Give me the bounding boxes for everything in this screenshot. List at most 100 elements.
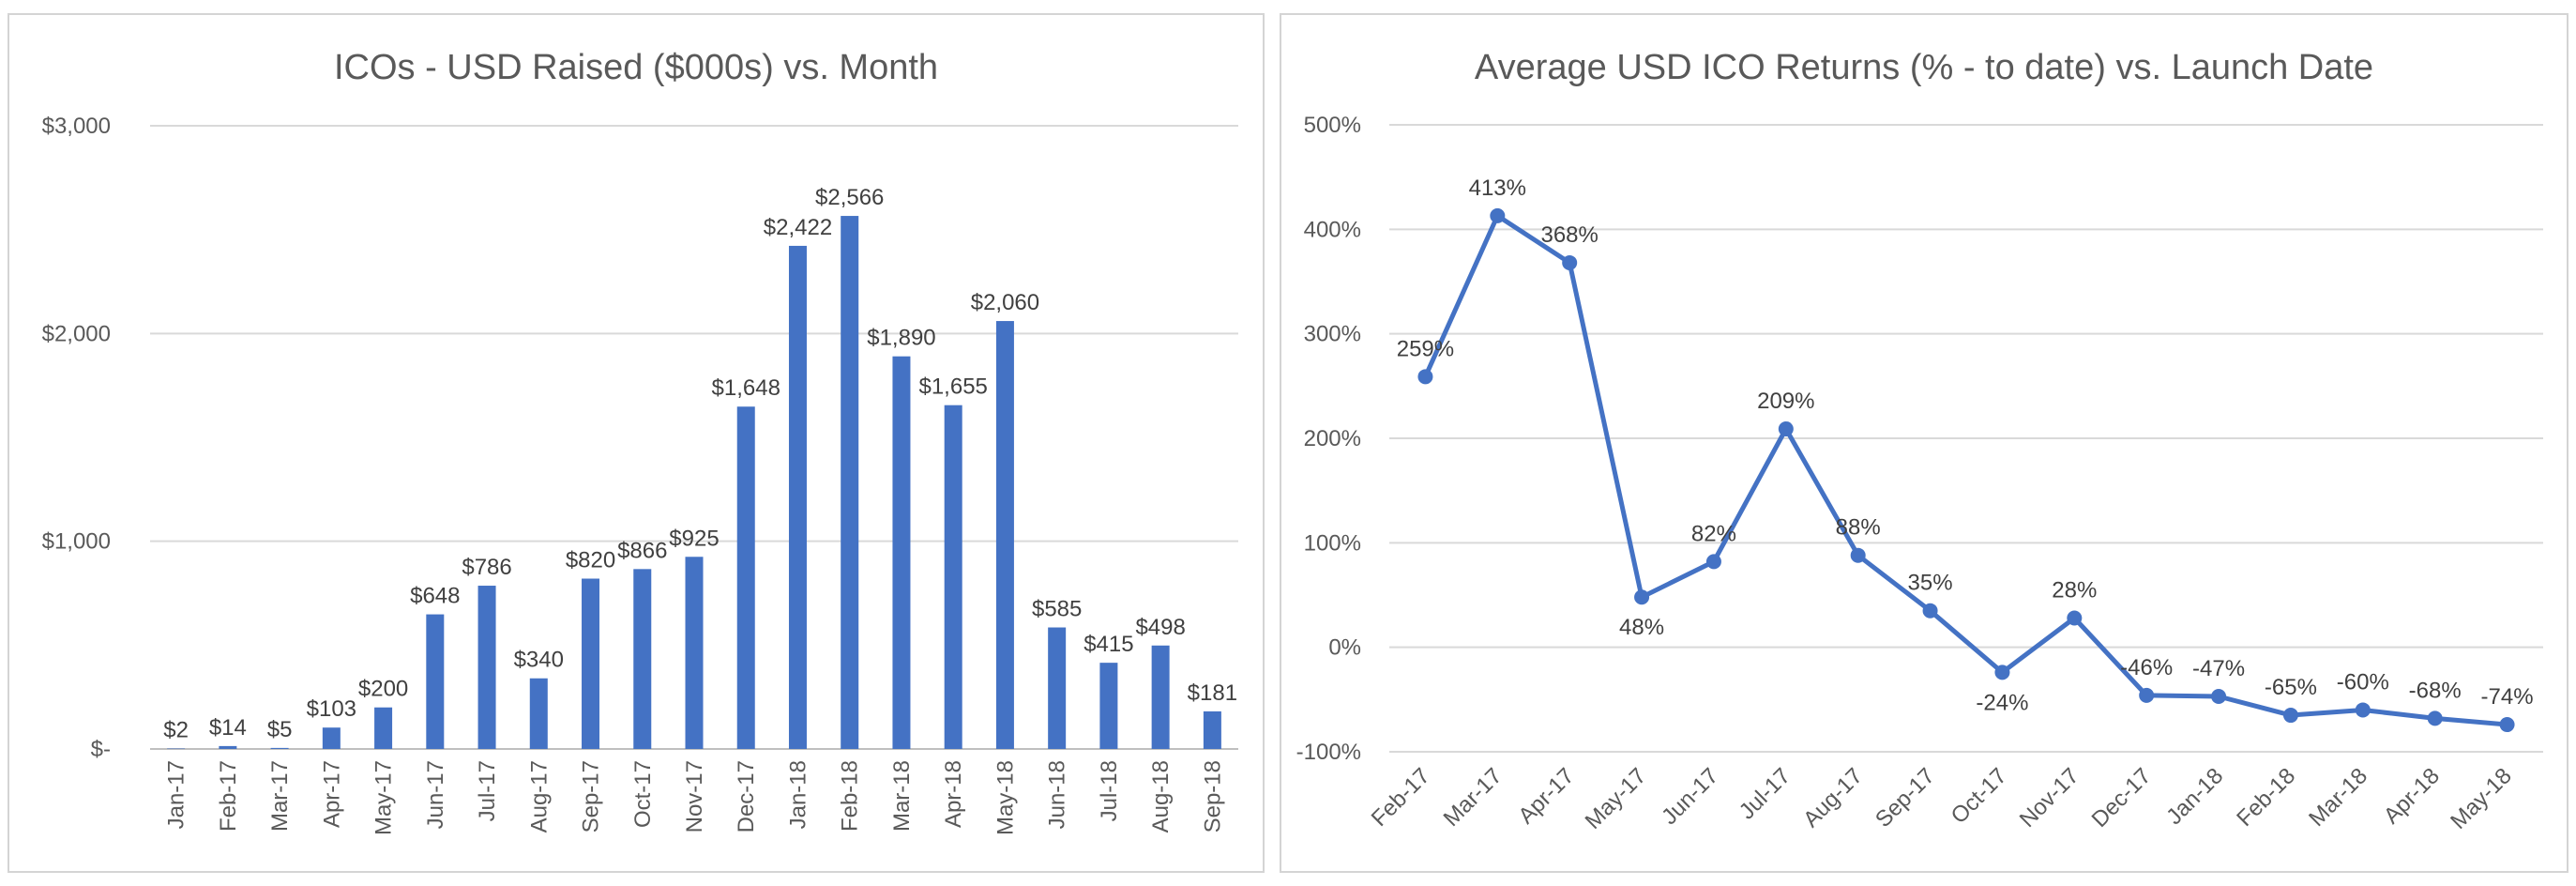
- line-point: [2427, 710, 2443, 726]
- bar: [167, 748, 186, 750]
- bar: [685, 557, 704, 749]
- bar: [995, 321, 1014, 749]
- bar: [426, 614, 445, 749]
- line-data-label: 209%: [1757, 389, 1814, 414]
- bar-data-label: $340: [514, 648, 564, 673]
- bar-x-tick-label: Dec-17: [734, 760, 759, 833]
- line-y-tick-label: 400%: [1304, 217, 1361, 242]
- returns-series-line: [1423, 213, 2508, 727]
- line-point: [2355, 702, 2371, 718]
- line-point: [2067, 610, 2083, 626]
- bar-x-tick-label: Apr-17: [319, 760, 344, 828]
- bar-x-tick-label: Apr-18: [941, 760, 966, 828]
- line-x-tick-label: Feb-18: [2232, 763, 2300, 832]
- bar-data-label: $2: [163, 718, 189, 743]
- bar-x-tick-label: May-17: [371, 760, 397, 835]
- bar-data-label: $786: [462, 555, 511, 580]
- line-data-label: -68%: [2409, 678, 2462, 703]
- bar-x-tick-label: Mar-18: [889, 760, 915, 832]
- line-x-tick-label: May-18: [2446, 763, 2517, 834]
- bar: [1151, 645, 1170, 749]
- line-point: [1778, 420, 1794, 436]
- line-x-tick-label: Nov-17: [2015, 763, 2084, 833]
- line-y-tick-label: 200%: [1304, 426, 1361, 451]
- bar-y-tick-label: $-: [91, 737, 111, 762]
- bar: [219, 745, 237, 749]
- line-y-tick-label: 0%: [1328, 635, 1361, 661]
- bar-x-tick-label: Mar-17: [267, 760, 293, 832]
- usd-raised-bar-chart: ICOs - USD Raised ($000s) vs. Month $- $1…: [42, 48, 1238, 835]
- ico-returns-chart-panel: Average USD ICO Returns (% - to date) vs…: [1280, 13, 2568, 873]
- bar-chart-title: ICOs - USD Raised ($000s) vs. Month: [334, 48, 938, 87]
- line-data-label: -60%: [2337, 669, 2389, 695]
- bar-data-label: $1,655: [918, 374, 987, 400]
- bar-data-label: $2,422: [764, 215, 832, 240]
- line-point: [1634, 589, 1650, 605]
- bar-data-label: $200: [358, 677, 408, 702]
- line-data-label: -24%: [1976, 690, 2028, 715]
- bar-x-tick-label: Jul-18: [1097, 760, 1122, 821]
- bar-data-label: $820: [566, 548, 615, 573]
- bar-x-tick-label: Aug-17: [526, 760, 552, 833]
- bar-x-tick-label: Jan-17: [164, 760, 189, 829]
- line-x-tick-label: Jan-18: [2161, 763, 2228, 830]
- line-chart-title: Average USD ICO Returns (% - to date) vs…: [1475, 48, 2373, 87]
- line-data-label: 88%: [1836, 515, 1881, 541]
- line-point: [2499, 717, 2515, 733]
- line-data-label: 259%: [1397, 336, 1454, 361]
- line-point: [2282, 708, 2298, 724]
- bar-data-label: $866: [617, 538, 667, 563]
- line-point: [1417, 369, 1433, 385]
- bar-x-tick-label: Jul-17: [475, 760, 500, 821]
- bar-data-label: $14: [209, 715, 247, 741]
- bar: [477, 586, 496, 749]
- bar: [374, 707, 393, 749]
- bar-data-label: $1,890: [867, 326, 935, 351]
- line-data-label: 35%: [1908, 571, 1953, 596]
- bar-data-label: $925: [669, 526, 719, 551]
- bar-x-tick-label: Jan-18: [785, 760, 811, 829]
- bar: [1203, 710, 1221, 749]
- line-x-tick-label: Apr-18: [2379, 763, 2445, 829]
- bar-data-label: $2,060: [971, 290, 1039, 315]
- line-x-tick-label: Oct-17: [1947, 763, 2012, 829]
- bar-x-tick-label: Oct-17: [630, 760, 656, 828]
- bar-data-label: $103: [307, 696, 356, 722]
- bar-x-tick-label: Jun-17: [423, 760, 448, 829]
- line-x-tick-label: Dec-17: [2087, 763, 2157, 833]
- line-y-tick-label: 100%: [1304, 530, 1361, 556]
- line-y-tick-label: 500%: [1304, 113, 1361, 138]
- bar-x-tick-label: Sep-17: [579, 760, 604, 833]
- line-point: [2211, 688, 2227, 704]
- bar-x-tick-label: Feb-18: [838, 760, 863, 832]
- line-x-tick-label: Mar-17: [1439, 763, 1508, 832]
- bar-y-tick-label: $2,000: [42, 321, 111, 346]
- bar-x-tick-label: May-18: [993, 760, 1018, 835]
- bar: [529, 678, 548, 749]
- line-data-label: 48%: [1619, 615, 1664, 640]
- usd-raised-chart-panel: ICOs - USD Raised ($000s) vs. Month $- $1…: [8, 13, 1265, 873]
- bar: [944, 405, 962, 749]
- line-data-label: -47%: [2192, 656, 2245, 681]
- bar-y-tick-label: $3,000: [42, 114, 111, 139]
- line-x-tick-label: Sep-17: [1871, 763, 1940, 833]
- bar: [582, 578, 600, 749]
- line-y-tick-label: 300%: [1304, 322, 1361, 347]
- bar: [892, 356, 911, 749]
- bar: [270, 747, 289, 749]
- ico-returns-line-chart: Average USD ICO Returns (% - to date) vs…: [1296, 48, 2543, 834]
- line-data-label: -65%: [2265, 675, 2317, 700]
- bar-x-tick-label: Nov-17: [682, 760, 707, 833]
- line-x-tick-label: Aug-17: [1798, 763, 1868, 833]
- line-x-tick-label: Feb-17: [1367, 763, 1435, 832]
- bar-x-tick-label: Sep-18: [1200, 760, 1225, 833]
- line-data-label: 82%: [1691, 521, 1736, 546]
- line-data-label: 28%: [2052, 577, 2097, 603]
- line-point: [1562, 254, 1578, 270]
- line-data-label: -46%: [2120, 655, 2173, 680]
- bar: [788, 245, 807, 749]
- bar: [1099, 663, 1118, 749]
- bar-data-label: $415: [1083, 632, 1133, 657]
- bar-data-label: $181: [1188, 680, 1237, 706]
- line-point: [1994, 664, 2010, 680]
